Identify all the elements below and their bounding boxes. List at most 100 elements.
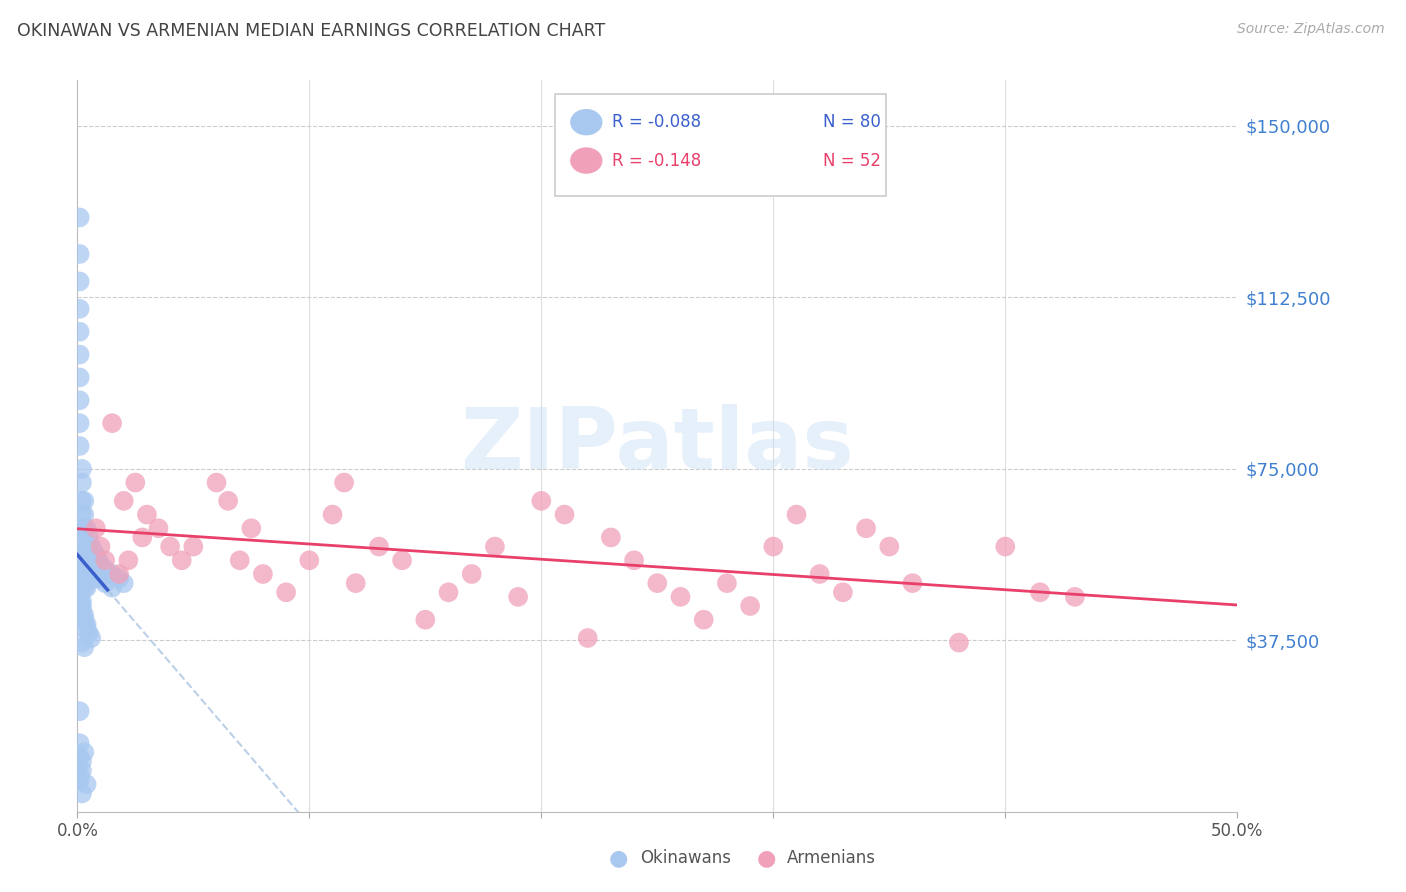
Text: ZIPatlas: ZIPatlas (460, 404, 855, 488)
Point (576, 631, 599, 645)
Point (84, 521, 107, 535)
Text: N = 52: N = 52 (823, 152, 880, 169)
Point (69, 211, 91, 225)
Point (83, 558, 105, 572)
Point (716, 576, 738, 591)
Point (69, 772, 91, 787)
Point (228, 553, 252, 567)
Point (70, 603, 93, 617)
Point (901, 576, 924, 591)
Text: R = -0.088: R = -0.088 (612, 113, 700, 131)
Point (76, 777, 98, 791)
Point (70, 594, 93, 608)
Point (69, 347, 91, 362)
Point (80, 540, 103, 554)
Point (69, 603, 91, 617)
Point (76, 567, 98, 582)
Point (70, 787, 93, 801)
Point (73, 613, 96, 627)
Text: OKINAWAN VS ARMENIAN MEDIAN EARNINGS CORRELATION CHART: OKINAWAN VS ARMENIAN MEDIAN EARNINGS COR… (17, 22, 605, 40)
Point (94, 562, 117, 576)
Point (101, 581, 124, 595)
Point (321, 508, 344, 522)
Point (69, 594, 91, 608)
Point (461, 567, 484, 582)
Point (647, 576, 669, 591)
Point (530, 493, 553, 508)
Point (80, 567, 103, 582)
Point (69, 749, 91, 764)
Point (669, 590, 692, 604)
Point (69, 247, 91, 261)
Point (274, 585, 298, 599)
Point (70, 521, 93, 535)
Point (73, 745, 96, 759)
Point (117, 553, 139, 567)
Point (70, 530, 93, 544)
Point (506, 590, 529, 604)
Point (484, 540, 506, 554)
Text: R = -0.148: R = -0.148 (612, 152, 700, 169)
Point (70, 544, 93, 558)
Point (832, 585, 855, 599)
Point (90, 572, 111, 586)
Point (80, 631, 103, 645)
Point (391, 553, 413, 567)
Point (69, 393, 91, 408)
Point (994, 540, 1017, 554)
Point (762, 540, 785, 554)
Point (217, 493, 239, 508)
Point (73, 567, 96, 582)
Point (69, 439, 91, 453)
Point (94, 576, 117, 591)
Point (94, 553, 117, 567)
Point (740, 599, 762, 613)
Point (131, 530, 153, 544)
Point (70, 599, 93, 613)
Point (108, 572, 131, 586)
Point (855, 521, 877, 535)
Point (101, 416, 124, 430)
Point (76, 553, 98, 567)
Point (205, 475, 228, 490)
Point (76, 540, 98, 554)
Point (77, 544, 100, 558)
Point (69, 370, 91, 384)
Point (69, 325, 91, 339)
Point (73, 521, 96, 535)
Point (101, 567, 124, 582)
Point (76, 622, 98, 636)
Point (73, 540, 96, 554)
Point (69, 301, 91, 316)
Point (877, 540, 901, 554)
Point (623, 553, 645, 567)
Point (69, 416, 91, 430)
Point (76, 617, 98, 632)
Point (948, 635, 970, 649)
Point (135, 508, 157, 522)
Text: Okinawans: Okinawans (640, 849, 731, 867)
Point (240, 521, 263, 535)
Point (76, 521, 98, 535)
Point (69, 590, 91, 604)
Point (87, 567, 110, 582)
Point (69, 599, 91, 613)
Point (73, 508, 96, 522)
Point (70, 558, 93, 572)
Point (69, 768, 91, 782)
Point (344, 576, 367, 591)
Point (785, 508, 807, 522)
Point (69, 736, 91, 750)
Text: ●: ● (609, 848, 628, 868)
Point (600, 530, 623, 544)
Point (84, 549, 107, 563)
Point (73, 640, 96, 655)
Point (693, 613, 716, 627)
Point (170, 553, 193, 567)
Point (73, 581, 96, 595)
Point (112, 576, 135, 591)
Point (69, 704, 91, 718)
Point (298, 553, 321, 567)
Point (84, 562, 107, 576)
Text: ●: ● (756, 848, 776, 868)
